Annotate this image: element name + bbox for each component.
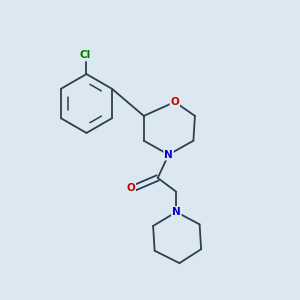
Text: O: O	[126, 183, 135, 193]
Text: Cl: Cl	[79, 50, 91, 60]
Text: N: N	[164, 150, 173, 160]
Text: O: O	[170, 97, 179, 107]
Text: N: N	[172, 207, 181, 217]
